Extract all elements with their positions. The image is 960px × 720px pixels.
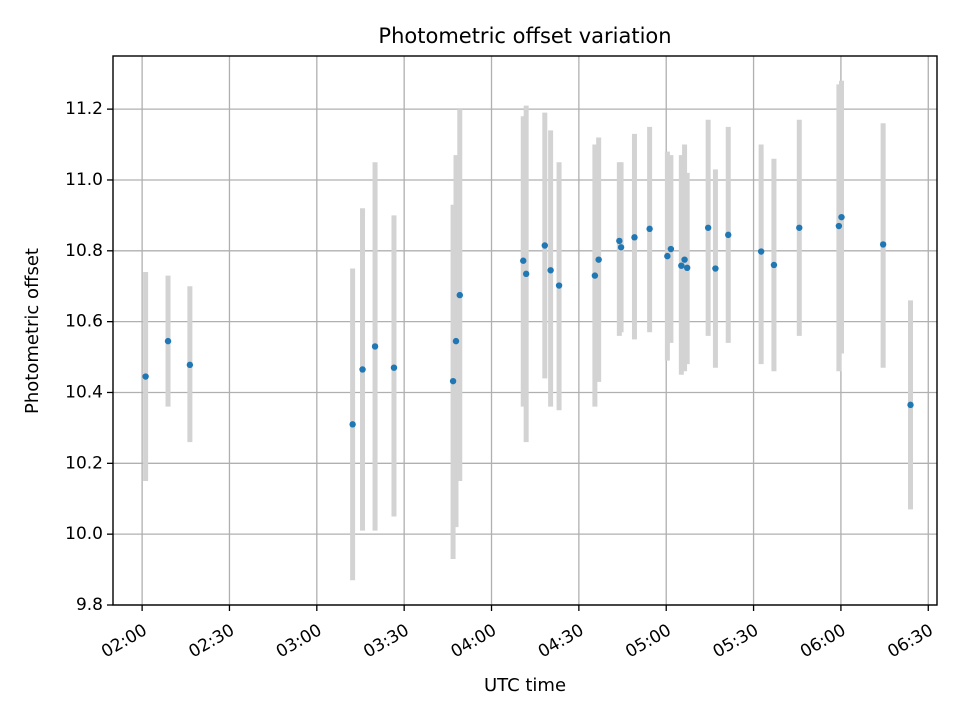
data-point	[617, 244, 625, 251]
data-point	[879, 241, 887, 248]
data-point	[349, 421, 356, 428]
data-point	[142, 373, 149, 380]
chart-title: Photometric offset variation	[378, 24, 671, 48]
data-point	[449, 377, 457, 385]
data-point	[838, 213, 845, 221]
y-tick-label: 10.2	[65, 453, 103, 473]
data-point	[186, 361, 194, 369]
data-point	[631, 234, 638, 241]
data-point	[390, 364, 398, 371]
data-point	[704, 224, 712, 231]
data-point	[712, 265, 719, 272]
data-point	[770, 261, 778, 269]
data-point	[646, 225, 653, 233]
y-tick-label: 11.0	[65, 170, 103, 190]
plot-frame	[112, 55, 938, 606]
data-point	[725, 231, 732, 239]
y-tick-label: 10.8	[65, 241, 103, 261]
data-point	[164, 337, 172, 345]
data-point	[547, 267, 554, 274]
y-axis: 9.8 10.0 10.2 10.4 10.6 10.8 11.0 11.2	[65, 99, 113, 615]
data-point	[667, 245, 675, 253]
data-point	[591, 272, 599, 279]
x-axis-label: UTC time	[484, 675, 566, 696]
y-tick-label: 10.0	[65, 524, 103, 544]
data-point	[452, 337, 460, 345]
y-tick-label: 10.6	[65, 312, 103, 332]
y-tick-label: 10.4	[65, 382, 103, 402]
data-point	[595, 256, 602, 263]
data-point	[681, 256, 688, 263]
data-point	[678, 262, 685, 269]
data-point	[757, 248, 765, 255]
data-point	[907, 401, 914, 409]
data-point	[359, 366, 366, 373]
data-point	[456, 291, 463, 299]
data-point	[555, 282, 563, 289]
data-points	[142, 213, 914, 428]
data-point	[541, 242, 548, 249]
data-point	[683, 264, 691, 272]
y-tick-label: 9.8	[76, 595, 103, 615]
data-point	[616, 237, 623, 245]
data-point	[522, 270, 530, 278]
data-point	[796, 224, 803, 231]
data-point	[835, 222, 843, 230]
data-point	[371, 343, 379, 350]
y-tick-label: 11.2	[65, 99, 103, 119]
data-point	[520, 257, 527, 264]
data-point	[664, 252, 671, 260]
y-axis-label: Photometric offset	[22, 248, 43, 414]
